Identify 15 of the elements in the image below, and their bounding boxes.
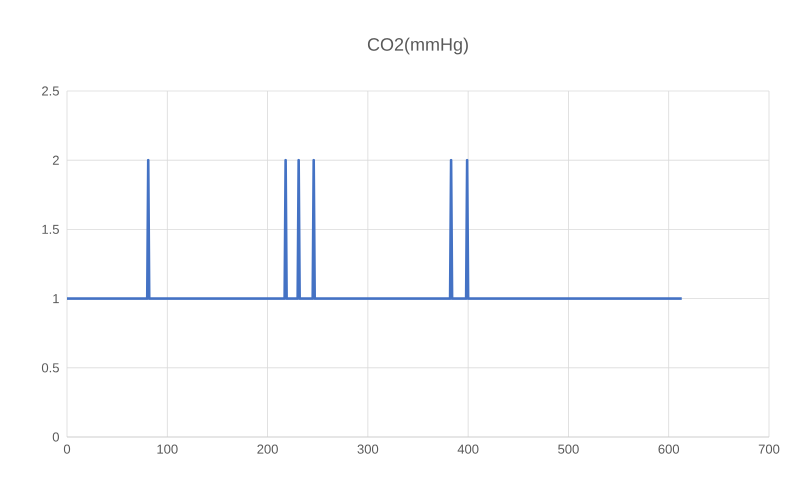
x-tick-label: 500 (558, 444, 579, 454)
chart-title: CO2(mmHg) (368, 38, 468, 54)
x-tick-label: 700 (758, 444, 780, 454)
y-tick-label: 2.5 (42, 86, 59, 96)
x-tick-label: 400 (458, 444, 478, 454)
y-tick-label: 1 (53, 294, 59, 304)
x-tick-label: 0 (64, 444, 70, 454)
y-tick-label: 0.5 (42, 363, 59, 372)
x-tick-label: 100 (157, 444, 178, 454)
x-tick-label: 200 (257, 444, 278, 454)
x-tick-label: 300 (358, 444, 378, 454)
y-tick-label: 2 (52, 156, 59, 165)
x-tick-label: 600 (658, 444, 680, 454)
y-tick-label: 0 (52, 432, 59, 442)
y-tick-label: 1.5 (42, 224, 59, 234)
